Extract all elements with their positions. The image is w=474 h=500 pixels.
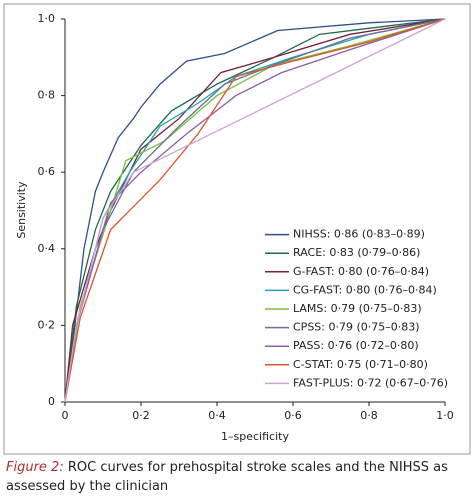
x-tick-label: 1·0 — [436, 409, 454, 422]
roc-line — [64, 18, 446, 403]
roc-line — [64, 18, 446, 403]
caption-text: ROC curves for prehospital stroke scales… — [6, 460, 448, 494]
legend-label: CPSS: 0·79 (0·75–0·83) — [293, 321, 420, 334]
caption-label: Figure 2: — [6, 460, 64, 475]
y-tick-label: 0 — [48, 395, 55, 408]
y-tick-label: 0·6 — [38, 165, 56, 178]
x-tick-label: 0·6 — [284, 409, 302, 422]
roc-line — [64, 18, 446, 403]
caption: Figure 2: ROC curves for prehospital str… — [6, 458, 468, 496]
frame — [3, 3, 471, 455]
legend-label: G-FAST: 0·80 (0·76–0·84) — [293, 265, 429, 278]
legend-label: PASS: 0·76 (0·72–0·80) — [293, 339, 419, 352]
legend-label: RACE: 0·83 (0·79–0·86) — [293, 246, 420, 259]
y-tick-label: 1·0 — [38, 12, 56, 25]
x-tick-label: 0·2 — [132, 409, 150, 422]
legend-label: LAMS: 0·79 (0·75–0·83) — [293, 302, 422, 315]
roc-line — [64, 18, 446, 403]
y-axis-label: Sensitivity — [15, 181, 28, 239]
legend-label: FAST-PLUS: 0·72 (0·67–0·76) — [293, 376, 448, 389]
legend-label: NIHSS: 0·86 (0·83–0·89) — [293, 228, 425, 241]
roc-line — [64, 18, 446, 403]
x-tick-label: 0·4 — [208, 409, 226, 422]
y-tick-label: 0·4 — [38, 242, 56, 255]
x-tick-label: 0·8 — [360, 409, 378, 422]
y-tick-label: 0·8 — [38, 89, 56, 102]
x-tick-label: 0 — [62, 409, 69, 422]
roc-line — [64, 18, 446, 403]
chart: Sensitivity 1–specificity 0 0·2 0·4 0·6 0·8 1… — [3, 3, 471, 455]
legend-label: C-STAT: 0·75 (0·71–0·80) — [293, 358, 428, 371]
y-tick-label: 0·2 — [38, 318, 56, 331]
legend-label: CG-FAST: 0·80 (0·76–0·84) — [293, 283, 437, 296]
x-axis-label: 1–specificity — [221, 430, 289, 443]
